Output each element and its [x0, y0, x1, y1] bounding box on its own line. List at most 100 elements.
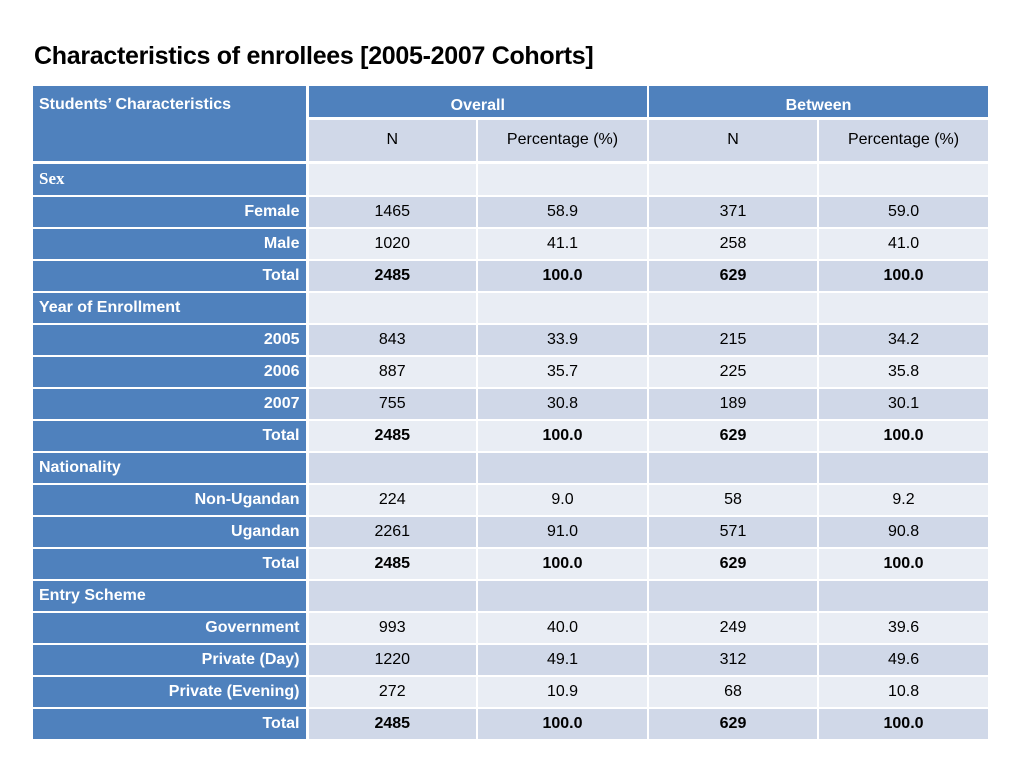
- between-n-cell: 571: [648, 516, 820, 549]
- between-percentage-cell: 35.8: [818, 356, 991, 389]
- header-between-n: N: [648, 118, 820, 164]
- table-body: Sex Female 1465 58.9 371 59.0 Male 1020 41.1 258 4…: [33, 162, 991, 741]
- header-between: Between: [648, 86, 991, 120]
- overall-percentage-cell: 58.9: [477, 196, 650, 229]
- between-percentage-cell: 100.0: [818, 708, 991, 741]
- empty-cell: [818, 162, 991, 197]
- empty-cell: [818, 580, 991, 613]
- total-row: Total 2485 100.0 629 100.0: [33, 708, 991, 741]
- overall-n-cell: 887: [307, 356, 478, 389]
- header-students-characteristics: Students’ Characteristics: [33, 86, 309, 164]
- between-percentage-cell: 49.6: [818, 644, 991, 677]
- table-row: Male 1020 41.1 258 41.0: [33, 228, 991, 261]
- table-row: Private (Day) 1220 49.1 312 49.6: [33, 644, 991, 677]
- between-n-cell: 58: [648, 484, 820, 517]
- between-percentage-cell: 39.6: [818, 612, 991, 645]
- overall-n-cell: 2485: [307, 260, 478, 293]
- empty-cell: [648, 162, 820, 197]
- between-percentage-cell: 59.0: [818, 196, 991, 229]
- between-n-cell: 215: [648, 324, 820, 357]
- section-row: Entry Scheme: [33, 580, 991, 613]
- table-row: Private (Evening) 272 10.9 68 10.8: [33, 676, 991, 709]
- page-title: Characteristics of enrollees [2005-2007 …: [34, 42, 594, 70]
- overall-percentage-cell: 10.9: [477, 676, 650, 709]
- overall-n-cell: 1220: [307, 644, 478, 677]
- section-label: Sex: [33, 162, 309, 197]
- section-row: Year of Enrollment: [33, 292, 991, 325]
- row-label: Total: [33, 260, 309, 293]
- total-row: Total 2485 100.0 629 100.0: [33, 260, 991, 293]
- between-n-cell: 371: [648, 196, 820, 229]
- overall-n-cell: 993: [307, 612, 478, 645]
- overall-n-cell: 1020: [307, 228, 478, 261]
- total-row: Total 2485 100.0 629 100.0: [33, 420, 991, 453]
- enrollees-table: Students’ Characteristics Overall Betwee…: [33, 86, 991, 741]
- between-n-cell: 249: [648, 612, 820, 645]
- table-row: 2005 843 33.9 215 34.2: [33, 324, 991, 357]
- section-label: Nationality: [33, 452, 309, 485]
- overall-percentage-cell: 35.7: [477, 356, 650, 389]
- row-label: 2007: [33, 388, 309, 421]
- empty-cell: [818, 292, 991, 325]
- between-percentage-cell: 100.0: [818, 548, 991, 581]
- empty-cell: [307, 452, 478, 485]
- empty-cell: [307, 580, 478, 613]
- section-row: Nationality: [33, 452, 991, 485]
- row-label: 2006: [33, 356, 309, 389]
- header-overall-percentage: Percentage (%): [477, 118, 650, 164]
- between-percentage-cell: 100.0: [818, 420, 991, 453]
- table-row: Government 993 40.0 249 39.6: [33, 612, 991, 645]
- overall-n-cell: 2485: [307, 708, 478, 741]
- table-row: 2007 755 30.8 189 30.1: [33, 388, 991, 421]
- header-overall-n: N: [307, 118, 478, 164]
- empty-cell: [477, 292, 650, 325]
- overall-n-cell: 755: [307, 388, 478, 421]
- section-row: Sex: [33, 162, 991, 197]
- row-label: 2005: [33, 324, 309, 357]
- between-percentage-cell: 90.8: [818, 516, 991, 549]
- row-label: Non-Ugandan: [33, 484, 309, 517]
- between-n-cell: 68: [648, 676, 820, 709]
- overall-percentage-cell: 100.0: [477, 708, 650, 741]
- empty-cell: [477, 162, 650, 197]
- between-percentage-cell: 9.2: [818, 484, 991, 517]
- between-n-cell: 312: [648, 644, 820, 677]
- empty-cell: [648, 452, 820, 485]
- between-n-cell: 258: [648, 228, 820, 261]
- section-label: Year of Enrollment: [33, 292, 309, 325]
- empty-cell: [648, 580, 820, 613]
- overall-percentage-cell: 100.0: [477, 260, 650, 293]
- section-label: Entry Scheme: [33, 580, 309, 613]
- overall-n-cell: 2261: [307, 516, 478, 549]
- overall-percentage-cell: 9.0: [477, 484, 650, 517]
- between-n-cell: 629: [648, 420, 820, 453]
- between-percentage-cell: 100.0: [818, 260, 991, 293]
- row-label: Female: [33, 196, 309, 229]
- between-percentage-cell: 30.1: [818, 388, 991, 421]
- overall-n-cell: 843: [307, 324, 478, 357]
- row-label: Private (Evening): [33, 676, 309, 709]
- empty-cell: [818, 452, 991, 485]
- row-label: Government: [33, 612, 309, 645]
- row-label: Private (Day): [33, 644, 309, 677]
- header-overall: Overall: [307, 86, 650, 120]
- overall-n-cell: 272: [307, 676, 478, 709]
- total-row: Total 2485 100.0 629 100.0: [33, 548, 991, 581]
- overall-percentage-cell: 100.0: [477, 420, 650, 453]
- row-label: Total: [33, 548, 309, 581]
- row-label: Total: [33, 420, 309, 453]
- between-percentage-cell: 34.2: [818, 324, 991, 357]
- empty-cell: [648, 292, 820, 325]
- between-n-cell: 629: [648, 708, 820, 741]
- empty-cell: [307, 162, 478, 197]
- overall-percentage-cell: 41.1: [477, 228, 650, 261]
- table-row: 2006 887 35.7 225 35.8: [33, 356, 991, 389]
- empty-cell: [477, 580, 650, 613]
- row-label: Ugandan: [33, 516, 309, 549]
- empty-cell: [307, 292, 478, 325]
- between-n-cell: 189: [648, 388, 820, 421]
- overall-n-cell: 224: [307, 484, 478, 517]
- overall-n-cell: 2485: [307, 548, 478, 581]
- row-label: Male: [33, 228, 309, 261]
- between-percentage-cell: 41.0: [818, 228, 991, 261]
